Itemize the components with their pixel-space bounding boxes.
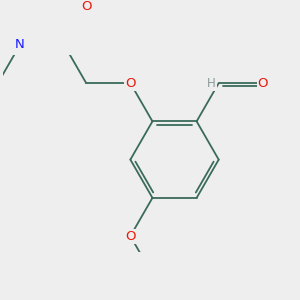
Text: O: O	[258, 76, 268, 90]
Text: O: O	[125, 230, 136, 243]
Text: O: O	[125, 76, 136, 90]
Text: N: N	[15, 38, 25, 51]
Text: O: O	[81, 0, 92, 13]
Text: H: H	[207, 76, 216, 90]
